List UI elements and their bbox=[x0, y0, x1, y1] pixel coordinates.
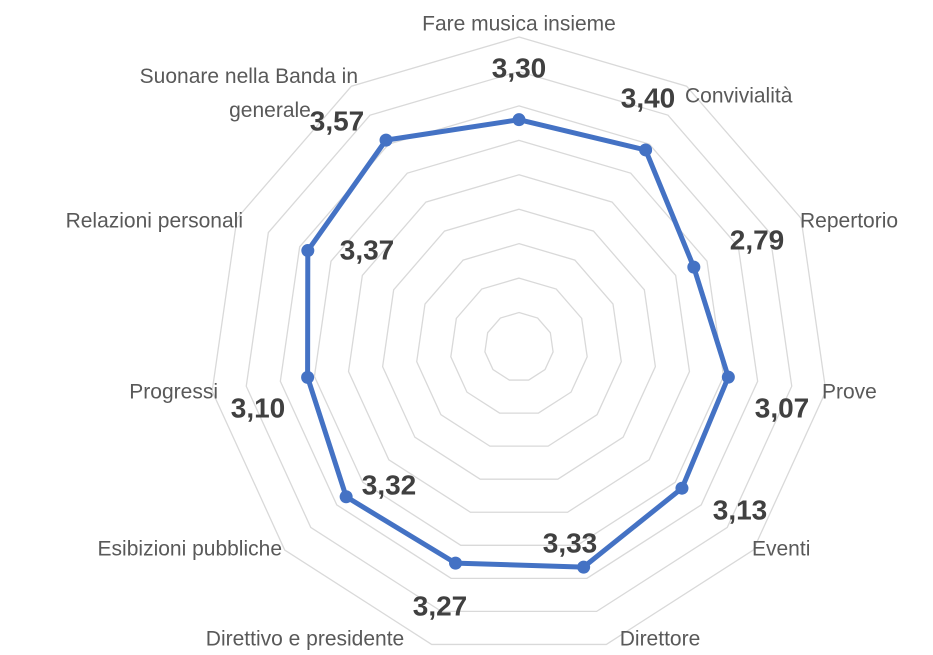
data-label: 3,40 bbox=[621, 82, 676, 113]
category-label: Fare musica insieme bbox=[422, 13, 616, 36]
data-label: 3,32 bbox=[362, 469, 417, 500]
data-label: 3,27 bbox=[413, 590, 468, 621]
category-label: Eventi bbox=[752, 538, 810, 561]
data-point bbox=[675, 481, 689, 495]
data-point bbox=[512, 113, 526, 127]
data-point bbox=[639, 143, 653, 157]
category-label: Suonare nella Banda in generale bbox=[140, 65, 358, 122]
data-label: 3,13 bbox=[713, 494, 768, 525]
data-point bbox=[339, 490, 353, 504]
data-label: 3,33 bbox=[543, 527, 598, 558]
data-label: 3,07 bbox=[755, 392, 810, 423]
category-label: Relazioni personali bbox=[66, 210, 243, 233]
category-label: Repertorio bbox=[800, 210, 898, 233]
category-label: Prove bbox=[822, 381, 877, 404]
data-point bbox=[577, 560, 591, 574]
grid-ring bbox=[313, 139, 725, 546]
category-label: Convivialità bbox=[685, 85, 793, 108]
category-label: Direttore bbox=[620, 628, 701, 651]
category-label: Progressi bbox=[129, 381, 218, 404]
data-label: 3,10 bbox=[231, 392, 286, 423]
data-point bbox=[449, 556, 463, 570]
grid-ring bbox=[279, 105, 759, 579]
data-label: 2,79 bbox=[730, 224, 785, 255]
data-label: 3,37 bbox=[340, 234, 395, 265]
data-point bbox=[301, 370, 315, 384]
data-point bbox=[687, 260, 701, 274]
data-label: 3,30 bbox=[492, 52, 547, 83]
data-point bbox=[379, 133, 393, 147]
category-label: Direttivo e presidente bbox=[206, 628, 404, 651]
grid-ring bbox=[347, 174, 691, 513]
data-label: 3,57 bbox=[310, 105, 365, 136]
grid-ring bbox=[416, 242, 622, 447]
grid-ring bbox=[381, 208, 657, 480]
data-point bbox=[721, 370, 735, 384]
grid-ring bbox=[245, 70, 793, 613]
grid-ring bbox=[484, 311, 554, 381]
category-label: Esibizioni pubbliche bbox=[98, 538, 282, 561]
grid-ring bbox=[211, 36, 827, 646]
grid-ring bbox=[450, 277, 588, 414]
series-line bbox=[305, 117, 731, 570]
data-point bbox=[301, 244, 315, 258]
